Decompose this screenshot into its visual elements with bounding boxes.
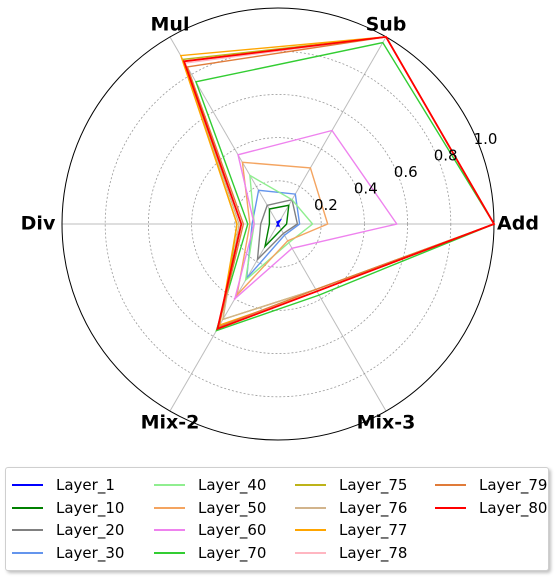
legend-item-layer-80: Layer_80 (435, 498, 547, 518)
legend-item-layer-30: Layer_30 (12, 543, 124, 563)
axis-label-mix-3: Mix-3 (357, 412, 416, 434)
axis-label-mix-2: Mix-2 (141, 412, 200, 434)
legend-swatch (12, 529, 43, 531)
legend-swatch (435, 484, 466, 486)
legend-swatch (295, 552, 326, 554)
r-tick-label: 0.4 (354, 179, 378, 197)
grid-circle (147, 93, 409, 355)
legend-label: Layer_1 (56, 476, 115, 494)
legend-label: Layer_77 (339, 521, 408, 539)
legend-item-layer-1: Layer_1 (12, 475, 115, 495)
legend-swatch (12, 507, 43, 509)
r-tick-label: 0.2 (314, 196, 338, 214)
grid-circle (234, 180, 322, 268)
spoke-mix-2 (169, 223, 279, 412)
series-layer-1 (275, 218, 283, 227)
legend-item-layer-70: Layer_70 (154, 543, 266, 563)
legend-swatch (12, 552, 43, 554)
r-tick-label: 1.0 (474, 130, 498, 148)
legend-item-layer-76: Layer_76 (295, 498, 407, 518)
r-tick-label: 0.8 (434, 146, 458, 164)
legend-swatch (154, 484, 185, 486)
axis-label-sub: Sub (366, 13, 407, 35)
legend-item-layer-10: Layer_10 (12, 498, 124, 518)
radar-labels: Add Sub Mul Div Mix-2 Mix-3 0.2 0.4 0.6 0.8 1.0 (21, 13, 539, 433)
legend-swatch (295, 484, 326, 486)
legend-label: Layer_60 (198, 521, 267, 539)
legend-swatch (154, 529, 185, 531)
legend-item-layer-77: Layer_77 (295, 520, 407, 540)
legend: Layer_1 Layer_10 Layer_20 Layer_30 Layer_40 L… (5, 467, 549, 571)
legend-label: Layer_75 (339, 476, 408, 494)
series-layer-30 (245, 189, 301, 281)
r-tick-label: 0.6 (394, 163, 418, 181)
legend-swatch (295, 507, 326, 509)
legend-label: Layer_30 (56, 544, 125, 562)
legend-swatch (154, 552, 185, 554)
legend-label: Layer_76 (339, 499, 408, 517)
radar-chart: Add Sub Mul Div Mix-2 Mix-3 0.2 0.4 0.6 0.8 1.0 (21, 7, 539, 441)
series-layer-60 (233, 129, 398, 301)
legend-item-layer-40: Layer_40 (154, 475, 266, 495)
legend-swatch (295, 529, 326, 531)
legend-swatch (154, 507, 185, 509)
legend-item-layer-60: Layer_60 (154, 520, 266, 540)
legend-item-layer-79: Layer_79 (435, 475, 547, 495)
legend-item-layer-50: Layer_50 (154, 498, 266, 518)
legend-item-layer-75: Layer_75 (295, 475, 407, 495)
series-layer-50 (235, 161, 329, 298)
spoke-mix-3 (277, 223, 387, 412)
legend-item-layer-78: Layer_78 (295, 543, 407, 563)
series-layer-10 (263, 204, 290, 249)
axis-label-div: Div (21, 213, 56, 235)
grid-circle (191, 137, 365, 311)
axis-label-add: Add (497, 213, 539, 235)
series-layer-40 (244, 174, 314, 282)
series-layer-80 (182, 35, 496, 331)
legend-label: Layer_78 (339, 544, 408, 562)
legend-swatch (435, 507, 466, 509)
legend-label: Layer_79 (479, 476, 548, 494)
legend-label: Layer_10 (56, 499, 125, 517)
legend-label: Layer_50 (198, 499, 267, 517)
legend-label: Layer_40 (198, 476, 267, 494)
series-layer-70 (194, 41, 496, 332)
legend-swatch (12, 484, 43, 486)
radar-grid (61, 7, 495, 441)
legend-label: Layer_70 (198, 544, 267, 562)
legend-label: Layer_20 (56, 521, 125, 539)
legend-label: Layer_80 (479, 499, 548, 517)
radar-series (179, 35, 496, 332)
legend-item-layer-20: Layer_20 (12, 520, 124, 540)
axis-label-mul: Mul (151, 13, 190, 35)
